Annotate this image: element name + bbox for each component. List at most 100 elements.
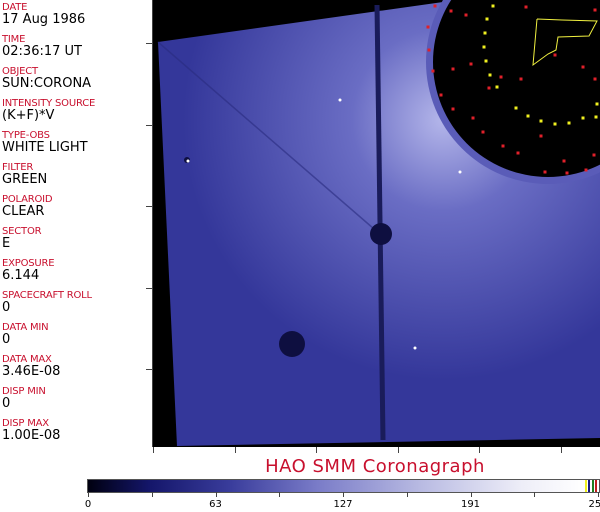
field-label: DATA MIN xyxy=(2,322,49,333)
dust-spot xyxy=(279,331,305,357)
overlay-marker xyxy=(553,53,557,57)
field-type-obs: TYPE-OBS WHITE LIGHT xyxy=(2,130,88,155)
overlay-marker xyxy=(495,85,499,89)
overlay-marker xyxy=(464,13,468,17)
field-data-max: DATA MAX 3.46E-08 xyxy=(2,354,60,379)
field-value: 0 xyxy=(2,332,11,347)
overlay-marker xyxy=(562,159,566,163)
field-value: 1.00E-08 xyxy=(2,428,61,443)
image-axis-tick xyxy=(146,369,153,370)
field-disp-max: DISP MAX 1.00E-08 xyxy=(2,418,60,443)
field-label: DISP MIN xyxy=(2,386,46,397)
colorbar-tick-label: 0 xyxy=(84,499,92,510)
field-date: DATE 17 Aug 1986 xyxy=(2,2,85,27)
overlay-marker xyxy=(449,9,453,13)
overlay-marker xyxy=(526,114,530,118)
field-label: DISP MAX xyxy=(2,418,49,429)
star xyxy=(186,159,190,163)
colorbar-tick xyxy=(406,492,408,497)
overlay-marker xyxy=(431,69,435,73)
colorbar-tick xyxy=(470,492,472,497)
colorbar-tick-label: 63 xyxy=(209,499,222,510)
plot-title: HAO SMM Coronagraph xyxy=(265,456,485,477)
overlay-marker xyxy=(426,25,430,29)
field-value: E xyxy=(2,236,11,251)
field-value: SUN:CORONA xyxy=(2,76,92,91)
overlay-marker xyxy=(519,77,523,81)
colorbar-tick-label: 255 xyxy=(588,499,600,510)
overlay-triangle xyxy=(532,18,598,67)
overlay-marker xyxy=(567,121,571,125)
image-axis-tick xyxy=(479,447,480,453)
field-value: GREEN xyxy=(2,172,48,187)
field-spacecraft-roll: SPACECRAFT ROLL 0 xyxy=(2,290,92,315)
colorbar-tick xyxy=(88,492,89,497)
image-axis-tick xyxy=(153,447,154,453)
field-value: 02:36:17 UT xyxy=(2,44,82,59)
image-axis-tick xyxy=(316,447,317,453)
overlay-marker xyxy=(488,73,492,77)
field-intensity-source: INTENSITY SOURCE (K+F)*V xyxy=(2,98,95,123)
field-filter: FILTER GREEN xyxy=(2,162,47,187)
colorbar-tick xyxy=(215,492,217,497)
occulter-shadow xyxy=(370,223,392,245)
overlay-marker xyxy=(553,122,557,126)
overlay-marker xyxy=(483,31,487,35)
overlay-marker xyxy=(593,8,597,12)
field-label: DATA MAX xyxy=(2,354,52,365)
field-label: TYPE-OBS xyxy=(2,130,50,141)
overlay-marker xyxy=(581,116,585,120)
field-label: SPACECRAFT ROLL xyxy=(2,290,92,301)
field-value: WHITE LIGHT xyxy=(2,140,88,155)
overlay-marker xyxy=(487,86,491,90)
overlay-marker xyxy=(451,67,455,71)
overlay-marker xyxy=(516,151,520,155)
field-value: (K+F)*V xyxy=(2,108,55,123)
overlay-marker xyxy=(594,115,598,119)
overlay-marker xyxy=(539,119,543,123)
colorbar-tick xyxy=(534,492,536,497)
field-value: 3.46E-08 xyxy=(2,364,61,379)
occulter-support xyxy=(374,4,386,441)
star xyxy=(458,170,462,174)
image-axis-tick xyxy=(146,124,153,126)
colorbar-tick xyxy=(598,492,599,497)
colorbar xyxy=(87,479,600,493)
overlay-marker xyxy=(451,107,455,111)
overlay-marker xyxy=(584,168,588,172)
overlay-marker xyxy=(524,5,528,9)
field-time: TIME 02:36:17 UT xyxy=(2,34,82,59)
colorbar-tick-label: 127 xyxy=(333,499,353,510)
colorbar-tick xyxy=(279,492,281,497)
image-axis-tick xyxy=(146,206,153,207)
overlay-marker xyxy=(484,59,488,63)
overlay-marker xyxy=(581,65,585,69)
field-data-min: DATA MIN 0 xyxy=(2,322,49,347)
colorbar-yellow-marker xyxy=(585,480,587,492)
field-label: SECTOR xyxy=(2,226,42,237)
colorbar-green-marker xyxy=(592,480,594,492)
field-label: DATE xyxy=(2,2,28,13)
colorbar-blue-marker xyxy=(588,480,590,492)
field-label: INTENSITY SOURCE xyxy=(2,98,96,109)
image-axis-tick xyxy=(146,287,153,289)
field-label: POLAROID xyxy=(2,194,53,205)
field-sector: SECTOR E xyxy=(2,226,42,251)
overlay-marker xyxy=(471,116,475,120)
image-axis-tick xyxy=(146,43,153,44)
field-value: 6.144 xyxy=(2,268,40,283)
overlay-marker xyxy=(565,171,569,175)
pylon-line xyxy=(157,41,382,236)
star xyxy=(338,98,342,102)
colorbar-tick xyxy=(343,492,344,497)
overlay-marker xyxy=(481,130,485,134)
image-axis-tick xyxy=(234,447,236,453)
field-label: TIME xyxy=(2,34,26,45)
overlay-markers xyxy=(426,4,599,175)
colorbar-tick-label: 191 xyxy=(460,499,481,510)
field-value: 0 xyxy=(2,300,11,315)
field-value: 0 xyxy=(2,396,11,411)
field-label: FILTER xyxy=(2,162,34,173)
overlay-marker xyxy=(482,45,486,49)
overlay-marker xyxy=(539,134,543,138)
